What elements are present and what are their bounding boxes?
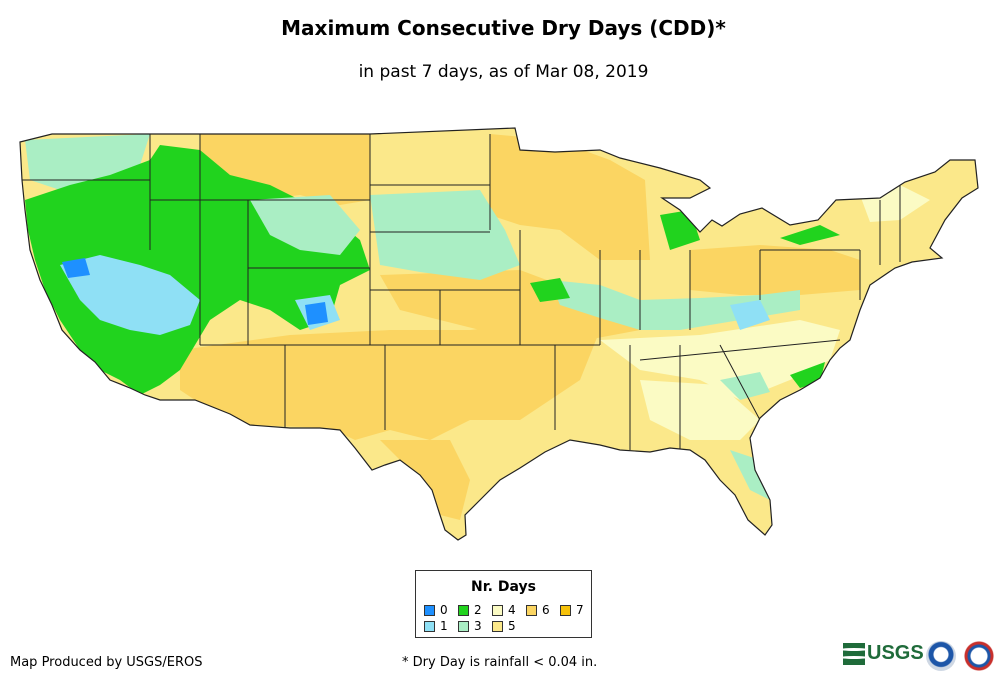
region-4-southeast [600, 320, 840, 400]
legend-item: 6 [526, 603, 550, 617]
usgs-wave-icon [843, 642, 865, 665]
map-title: Maximum Consecutive Dry Days (CDD)* [281, 16, 726, 40]
legend-swatch [424, 604, 435, 616]
legend-item: 7 [560, 603, 584, 617]
region-0-sierra [62, 258, 90, 278]
dry-day-regions [20, 128, 978, 540]
legend-item: 5 [492, 619, 516, 633]
region-6-upper-midwest [490, 134, 650, 260]
map-subtitle: in past 7 days, as of Mar 08, 2019 [358, 62, 649, 82]
horizontal-state-lines [20, 179, 600, 346]
legend-swatch [424, 620, 435, 632]
legend-item: 0 [424, 603, 448, 617]
legend-item: 1 [424, 619, 448, 633]
legend-swatch [458, 620, 469, 632]
legend-swatch [560, 604, 571, 616]
legend: Nr. Days 0 1 2 3 4 5 6 7 [415, 570, 592, 638]
legend-label: 0 [440, 603, 448, 617]
legend-label: 2 [474, 603, 482, 617]
footnote-text: * Dry Day is rainfall < 0.04 in. [402, 655, 598, 670]
legend-label: 6 [542, 603, 550, 617]
western-state-lines [149, 134, 441, 430]
region-6-texas-coast [380, 440, 470, 520]
legend-item: 3 [458, 619, 482, 633]
region-3-georgia [720, 372, 770, 400]
legend-title: Nr. Days [471, 579, 536, 595]
state-borders [20, 134, 901, 450]
legend-item: 4 [492, 603, 516, 617]
legend-swatch [458, 604, 469, 616]
region-2-new-york [780, 225, 840, 245]
region-1-nevada [60, 255, 200, 335]
legend-label: 7 [576, 603, 584, 617]
region-6-plains [380, 270, 640, 345]
legend-swatch [492, 604, 503, 616]
region-3-nebraska-sd [370, 190, 520, 280]
legend-label: 1 [440, 619, 448, 633]
region-1-virginia [730, 300, 770, 330]
legend-label: 3 [474, 619, 482, 633]
eastern-state-lines [639, 185, 901, 361]
legend-swatch [492, 620, 503, 632]
credit-text: Map Produced by USGS/EROS [10, 655, 203, 670]
central-state-lines [489, 134, 761, 450]
region-0-colorado [305, 302, 328, 325]
legend-item: 2 [458, 603, 482, 617]
usgs-logo-text: USGS [867, 642, 924, 664]
region-2-missouri [530, 278, 570, 302]
region-6-ohio-pa [690, 245, 860, 295]
noaa-logo [926, 641, 956, 671]
legend-label: 4 [508, 603, 516, 617]
region-4-deep-south [640, 380, 760, 440]
region-3-pacific-nw [25, 134, 150, 190]
legend-label: 5 [508, 619, 516, 633]
region-3-wyoming-basin [250, 195, 360, 255]
nws-logo [962, 639, 996, 673]
legend-swatch [526, 604, 537, 616]
usgs-logo: USGS [843, 642, 924, 665]
